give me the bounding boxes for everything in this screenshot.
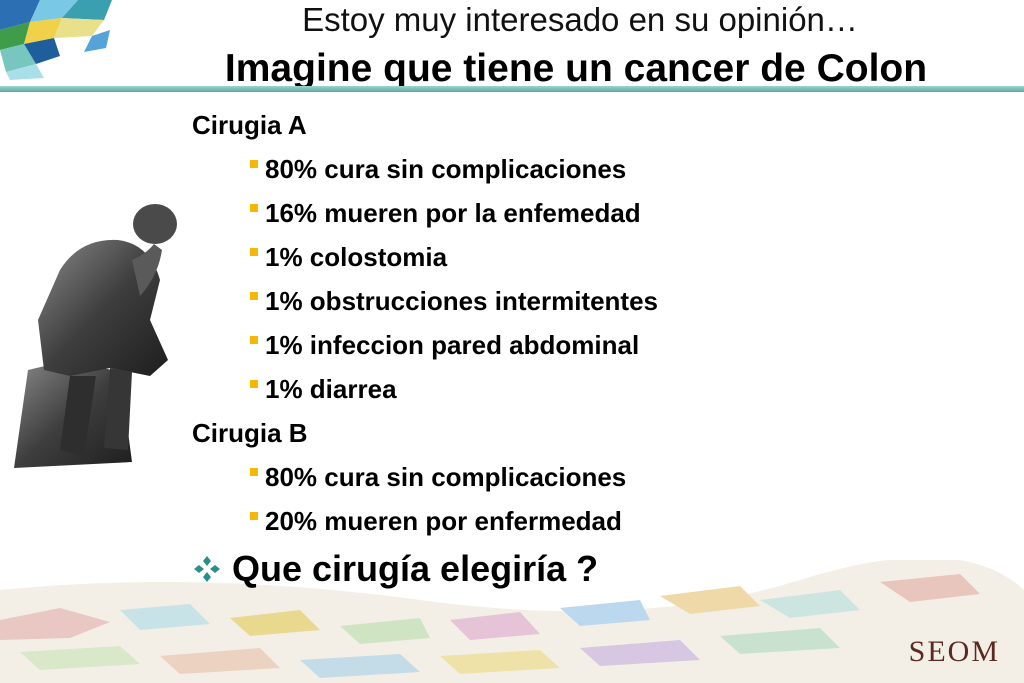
square-bullet-icon — [250, 204, 258, 212]
seom-logo: SEOM — [908, 635, 1000, 668]
list-item: 80% cura sin complicaciones — [192, 147, 992, 191]
list-item: 1% colostomia — [192, 235, 992, 279]
list-item: 16% mueren por la enfemedad — [192, 191, 992, 235]
square-bullet-icon — [250, 248, 258, 256]
list-item-text: 1% diarrea — [265, 374, 397, 404]
list-item: 20% mueren por enfermedad — [192, 499, 992, 543]
square-bullet-icon — [250, 292, 258, 300]
list-item-text: 16% mueren por la enfemedad — [265, 198, 641, 228]
thinker-statue-icon — [14, 204, 177, 468]
list-item: 1% diarrea — [192, 367, 992, 411]
list-item: 1% obstrucciones intermitentes — [192, 279, 992, 323]
slide-title-line1: Estoy muy interesado en su opinión… — [302, 1, 858, 38]
list-item-text: 80% cura sin complicaciones — [265, 154, 627, 184]
question-line: Que cirugía elegiría ? — [192, 548, 598, 590]
question-text: Que cirugía elegiría ? — [232, 548, 599, 589]
list-item-text: 1% infeccion pared abdominal — [265, 330, 640, 360]
list-item: 1% infeccion pared abdominal — [192, 323, 992, 367]
square-bullet-icon — [250, 160, 258, 168]
list-item-text: 20% mueren por enfermedad — [265, 506, 622, 536]
bullet-list: Cirugia A 80% cura sin complicaciones 16… — [192, 103, 992, 543]
list-item-text: 80% cura sin complicaciones — [265, 462, 627, 492]
section-heading-cirugia-b: Cirugia B — [192, 418, 308, 448]
square-bullet-icon — [250, 380, 258, 388]
list-item: 80% cura sin complicaciones — [192, 455, 992, 499]
mosaic-band-decoration — [0, 560, 1024, 683]
slide-title-line2: Imagine que tiene un cancer de Colon — [224, 47, 928, 90]
title-underline — [0, 86, 1024, 92]
section-heading-cirugia-a: Cirugia A — [192, 110, 307, 140]
list-item-text: 1% colostomia — [265, 242, 448, 272]
square-bullet-icon — [250, 512, 258, 520]
square-bullet-icon — [250, 468, 258, 476]
square-bullet-icon — [250, 336, 258, 344]
four-diamond-icon — [194, 556, 220, 582]
mosaic-corner-decoration — [0, 0, 112, 80]
list-item-text: 1% obstrucciones intermitentes — [265, 286, 658, 316]
